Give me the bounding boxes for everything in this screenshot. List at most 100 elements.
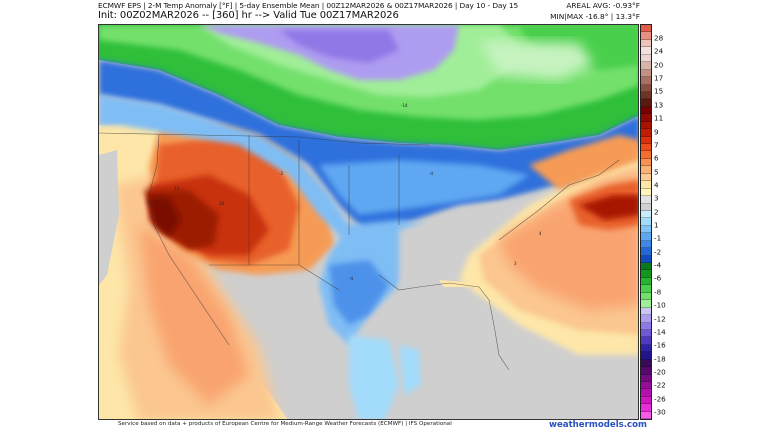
legend-swatch (641, 39, 651, 48)
canada-cold-field (99, 25, 638, 150)
legend-label: 5 (654, 167, 659, 177)
color-scale-legend (640, 24, 652, 420)
legend-label: -1 (654, 233, 662, 243)
legend-label: 4 (654, 180, 659, 190)
legend-swatch (641, 367, 651, 375)
legend-label: -12 (654, 314, 666, 323)
chart-header: ECMWF EPS | 2-M Temp Anomaly [°F] | 5-da… (98, 0, 640, 24)
svg-text:13: 13 (174, 186, 180, 191)
brand-link[interactable]: weathermodels.com (549, 420, 647, 430)
legend-label: 20 (654, 60, 664, 70)
color-scale-labels: 28 24 20 17 15 13 11 9 7 6 5 4 3 2 1 -1 -2 -4 -6 -8 -10 -12 -1… (654, 24, 674, 420)
legend-label: -20 (654, 367, 666, 377)
legend-label: 7 (654, 140, 659, 150)
legend-swatch (641, 62, 651, 70)
data-credit: Service based on data + products of Euro… (118, 421, 452, 427)
legend-swatch (641, 315, 651, 323)
legend-swatch (641, 77, 651, 85)
legend-swatch (641, 255, 651, 263)
legend-swatch (641, 210, 651, 219)
legend-swatch (641, 359, 651, 368)
legend-label: -6 (654, 273, 662, 283)
svg-text:-14: -14 (401, 103, 408, 108)
legend-swatch (641, 188, 651, 197)
legend-swatch (641, 382, 651, 390)
legend-label: 24 (654, 46, 664, 56)
legend-swatch (641, 411, 651, 420)
legend-label: -8 (654, 287, 662, 297)
legend-label: 9 (654, 127, 659, 136)
min-max-values: MIN|MAX -16.8° | 13.3°F (550, 12, 640, 21)
legend-swatch (641, 203, 651, 211)
legend-label: 13 (654, 100, 664, 110)
legend-swatch (641, 277, 651, 286)
svg-text:10: 10 (219, 201, 225, 206)
legend-swatch (641, 270, 651, 278)
legend-swatch (641, 121, 651, 130)
legend-swatch (641, 181, 651, 189)
legend-swatch (641, 263, 651, 271)
legend-swatch (641, 106, 651, 115)
legend-label: -14 (654, 327, 666, 337)
legend-swatch (641, 129, 651, 137)
legend-swatch (641, 329, 651, 338)
legend-swatch (641, 292, 651, 301)
legend-swatch (641, 404, 651, 412)
borders (99, 132, 620, 371)
legend-label: -30 (654, 407, 666, 417)
legend-swatch (641, 173, 651, 182)
legend-label: 6 (654, 153, 659, 163)
legend-swatch (641, 25, 651, 33)
legend-swatch (641, 322, 651, 330)
legend-swatch (641, 240, 651, 249)
legend-swatch (641, 114, 651, 122)
legend-label: 1 (654, 220, 659, 230)
legend-label: 28 (654, 33, 664, 43)
legend-label: 15 (654, 86, 664, 96)
legend-swatch (641, 344, 651, 353)
legend-swatch (641, 285, 651, 293)
legend-label: 11 (654, 113, 664, 123)
legend-label: -2 (654, 247, 662, 257)
legend-label: 2 (654, 207, 659, 217)
svg-text:-4: -4 (429, 171, 433, 176)
legend-swatch (641, 233, 651, 241)
legend-label: -4 (654, 260, 662, 270)
legend-swatch (641, 144, 651, 152)
svg-text:-4: -4 (349, 276, 353, 281)
svg-text:-2: -2 (279, 171, 283, 176)
atlantic-warm-field (459, 135, 638, 355)
legend-label: -16 (654, 340, 666, 350)
legend-swatch (641, 99, 651, 107)
legend-swatch (641, 300, 651, 308)
legend-label: -18 (654, 354, 666, 364)
legend-swatch (641, 248, 651, 256)
legend-swatch (641, 374, 651, 382)
legend-swatch (641, 84, 651, 92)
title-line: ECMWF EPS | 2-M Temp Anomaly [°F] | 5-da… (98, 1, 519, 10)
legend-swatch (641, 47, 651, 55)
yucatan-cold (399, 345, 421, 395)
map-fields: -14 13 -4 3 4 -2 -4 10 (99, 25, 638, 419)
areal-average: AREAL AVG: -0.93°F (566, 1, 640, 10)
legend-swatch (641, 337, 651, 345)
legend-label: 17 (654, 73, 664, 83)
central-us-cold-field (99, 60, 638, 419)
svg-text:4: 4 (539, 231, 542, 236)
legend-swatch (641, 307, 651, 316)
temperature-anomaly-map: -14 13 -4 3 4 -2 -4 10 (98, 24, 639, 420)
legend-swatch (641, 389, 651, 397)
legend-swatch (641, 151, 651, 159)
legend-swatch (641, 158, 651, 167)
legend-swatch (641, 54, 651, 63)
legend-swatch (641, 396, 651, 405)
legend-label: 3 (654, 193, 659, 203)
legend-label: -22 (654, 380, 666, 390)
svg-text:3: 3 (514, 261, 517, 266)
legend-swatch (641, 69, 651, 78)
init-valid-line: Init: 00Z02MAR2026 -- [360] hr --> Valid… (98, 10, 399, 21)
legend-swatch (641, 225, 651, 234)
legend-swatch (641, 218, 651, 226)
anomaly-value-labels: -14 13 -4 3 4 -2 -4 10 (174, 103, 542, 281)
legend-swatch (641, 166, 651, 174)
